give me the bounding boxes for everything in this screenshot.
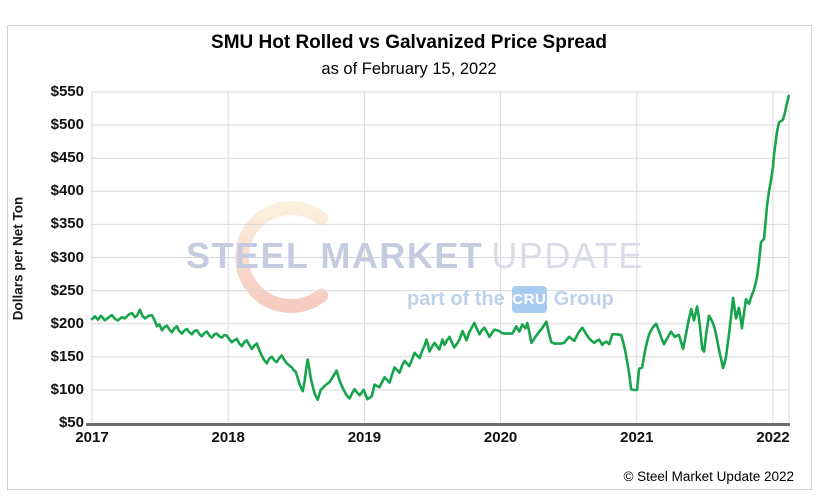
- y-tick-label: $350: [50, 215, 84, 233]
- y-tick-label: $450: [50, 149, 84, 167]
- y-tick-label: $250: [50, 281, 84, 299]
- chart-subtitle: as of February 15, 2022: [321, 60, 497, 78]
- y-tick-label: $50: [58, 414, 84, 431]
- brand-watermark: STEEL MARKET UPDATE: [186, 237, 806, 275]
- y-tick-label: $200: [50, 314, 84, 332]
- price-spread-line: [90, 94, 791, 402]
- chart-title: SMU Hot Rolled vs Galvanized Price Sprea…: [211, 32, 607, 53]
- y-tick-label: $500: [50, 116, 84, 134]
- tagline-suffix-text: Group: [553, 288, 614, 310]
- y-tick-label: $400: [50, 182, 84, 200]
- x-tick-label: 2022: [756, 429, 790, 446]
- brand-tagline: part of the CRU Group: [407, 286, 614, 313]
- y-tick-label: $150: [50, 347, 84, 365]
- x-tick-label: 2017: [75, 429, 109, 446]
- y-tick-label: $300: [50, 248, 84, 266]
- x-tick-label: 2019: [347, 429, 382, 446]
- y-tick-label: $550: [50, 83, 84, 100]
- tagline-prefix-text: part of the: [407, 288, 505, 310]
- x-tick-label: 2020: [483, 429, 518, 446]
- copyright-notice: © Steel Market Update 2022: [623, 469, 794, 484]
- cru-logo-badge: CRU: [511, 286, 547, 313]
- x-tick-label: 2021: [620, 429, 654, 446]
- chart-border-frame: [7, 25, 812, 490]
- brand-watermark-secondary-text: UPDATE: [491, 235, 644, 276]
- brand-watermark-primary-text: STEEL MARKET: [186, 235, 484, 276]
- x-tick-label: 2018: [211, 429, 245, 446]
- y-tick-label: $100: [50, 380, 84, 398]
